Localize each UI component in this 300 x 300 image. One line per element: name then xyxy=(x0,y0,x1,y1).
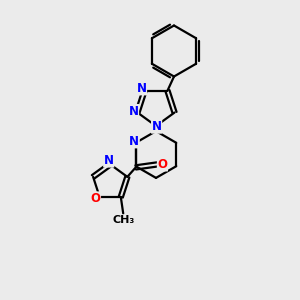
Text: CH₃: CH₃ xyxy=(112,215,134,225)
Text: N: N xyxy=(129,104,139,118)
Text: O: O xyxy=(158,158,167,171)
Text: N: N xyxy=(129,135,139,148)
Text: N: N xyxy=(152,120,162,133)
Text: N: N xyxy=(136,82,146,95)
Text: O: O xyxy=(91,192,100,205)
Text: N: N xyxy=(104,154,114,167)
